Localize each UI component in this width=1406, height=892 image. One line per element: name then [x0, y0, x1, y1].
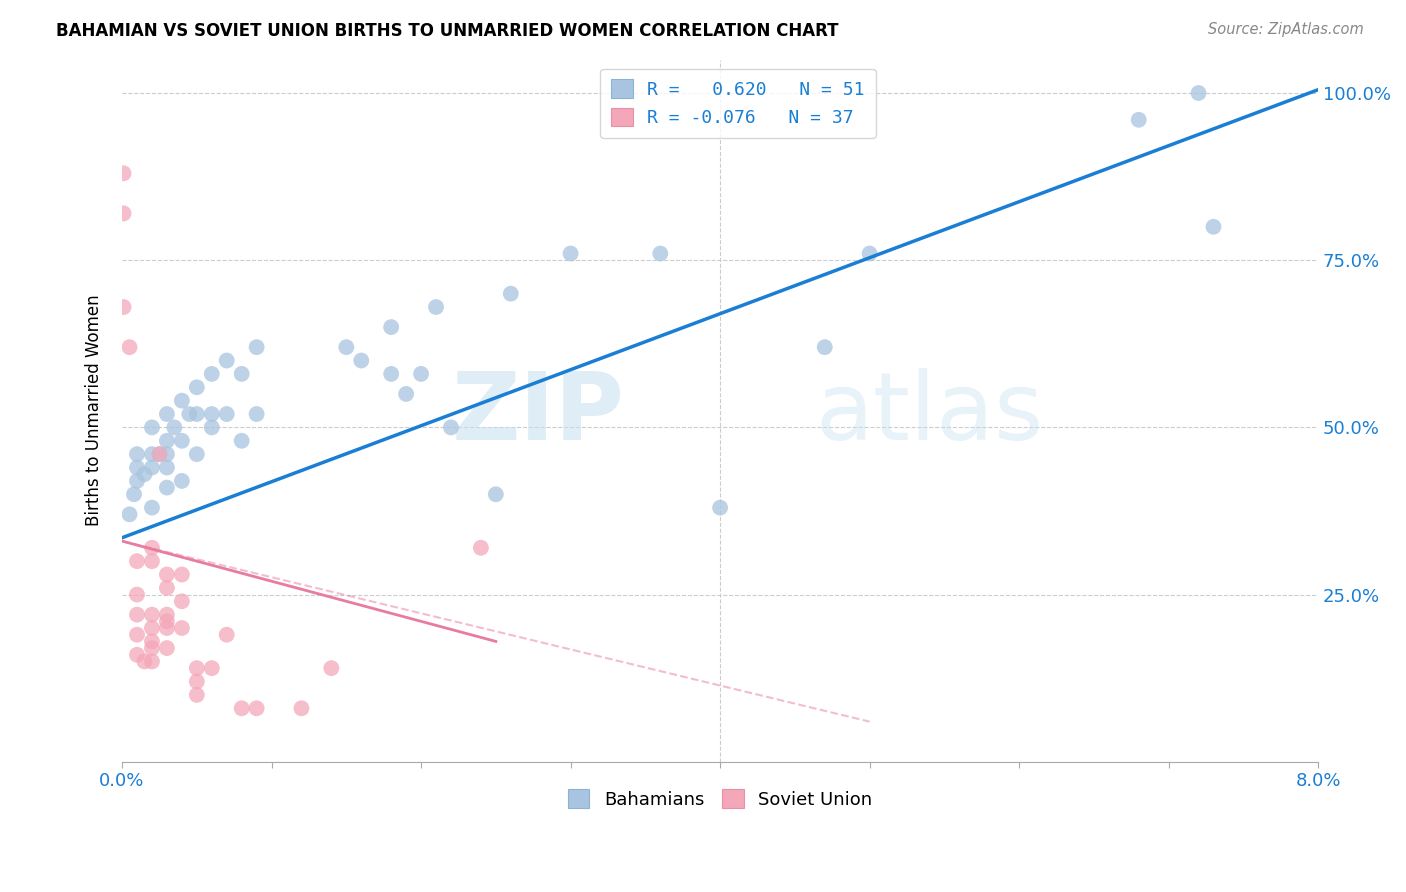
Point: [201, 407, 224, 421]
Point: [440, 420, 463, 434]
Point: [125, 554, 148, 568]
Point: [409, 367, 432, 381]
Point: [170, 594, 193, 608]
Point: [170, 621, 193, 635]
Point: [141, 460, 163, 475]
Text: BAHAMIAN VS SOVIET UNION BIRTHS TO UNMARRIED WOMEN CORRELATION CHART: BAHAMIAN VS SOVIET UNION BIRTHS TO UNMAR…: [56, 22, 839, 40]
Point: [148, 447, 170, 461]
Point: [215, 407, 238, 421]
Point: [186, 407, 208, 421]
Point: [125, 628, 148, 642]
Point: [170, 434, 193, 448]
Point: [156, 641, 179, 656]
Point: [141, 554, 163, 568]
Y-axis label: Births to Unmarried Women: Births to Unmarried Women: [86, 295, 103, 526]
Point: [246, 701, 269, 715]
Point: [118, 508, 141, 522]
Point: [201, 661, 224, 675]
Point: [425, 300, 447, 314]
Point: [170, 474, 193, 488]
Point: [141, 641, 163, 656]
Point: [141, 500, 163, 515]
Point: [335, 340, 357, 354]
Point: [170, 393, 193, 408]
Point: [186, 380, 208, 394]
Point: [1128, 112, 1150, 127]
Point: [499, 286, 522, 301]
Point: [231, 701, 253, 715]
Point: [246, 340, 269, 354]
Point: [141, 420, 163, 434]
Point: [141, 655, 163, 669]
Point: [156, 615, 179, 629]
Point: [156, 621, 179, 635]
Legend: Bahamians, Soviet Union: Bahamians, Soviet Union: [561, 782, 880, 816]
Point: [201, 420, 224, 434]
Point: [148, 447, 170, 461]
Point: [215, 628, 238, 642]
Point: [186, 688, 208, 702]
Point: [141, 621, 163, 635]
Point: [125, 447, 148, 461]
Point: [858, 246, 880, 260]
Point: [215, 353, 238, 368]
Point: [186, 661, 208, 675]
Point: [1202, 219, 1225, 234]
Point: [134, 467, 156, 482]
Point: [122, 487, 145, 501]
Text: Source: ZipAtlas.com: Source: ZipAtlas.com: [1208, 22, 1364, 37]
Point: [156, 447, 179, 461]
Point: [125, 460, 148, 475]
Text: atlas: atlas: [815, 368, 1045, 460]
Point: [156, 407, 179, 421]
Point: [231, 434, 253, 448]
Point: [709, 500, 731, 515]
Point: [380, 367, 402, 381]
Point: [163, 420, 186, 434]
Point: [380, 320, 402, 334]
Point: [112, 206, 135, 220]
Point: [125, 648, 148, 662]
Point: [485, 487, 508, 501]
Point: [141, 541, 163, 555]
Point: [134, 655, 156, 669]
Point: [231, 367, 253, 381]
Point: [395, 387, 418, 401]
Point: [156, 567, 179, 582]
Point: [814, 340, 837, 354]
Point: [112, 300, 135, 314]
Point: [141, 634, 163, 648]
Point: [350, 353, 373, 368]
Point: [246, 407, 269, 421]
Point: [179, 407, 201, 421]
Point: [321, 661, 343, 675]
Point: [112, 166, 135, 180]
Point: [186, 447, 208, 461]
Point: [470, 541, 492, 555]
Point: [170, 567, 193, 582]
Point: [156, 481, 179, 495]
Point: [156, 460, 179, 475]
Point: [118, 340, 141, 354]
Point: [125, 588, 148, 602]
Point: [156, 581, 179, 595]
Point: [201, 367, 224, 381]
Point: [141, 447, 163, 461]
Point: [1187, 86, 1209, 100]
Point: [156, 434, 179, 448]
Point: [650, 246, 672, 260]
Point: [560, 246, 582, 260]
Point: [156, 607, 179, 622]
Text: ZIP: ZIP: [451, 368, 624, 460]
Point: [125, 607, 148, 622]
Point: [290, 701, 312, 715]
Point: [186, 674, 208, 689]
Point: [141, 607, 163, 622]
Point: [125, 474, 148, 488]
